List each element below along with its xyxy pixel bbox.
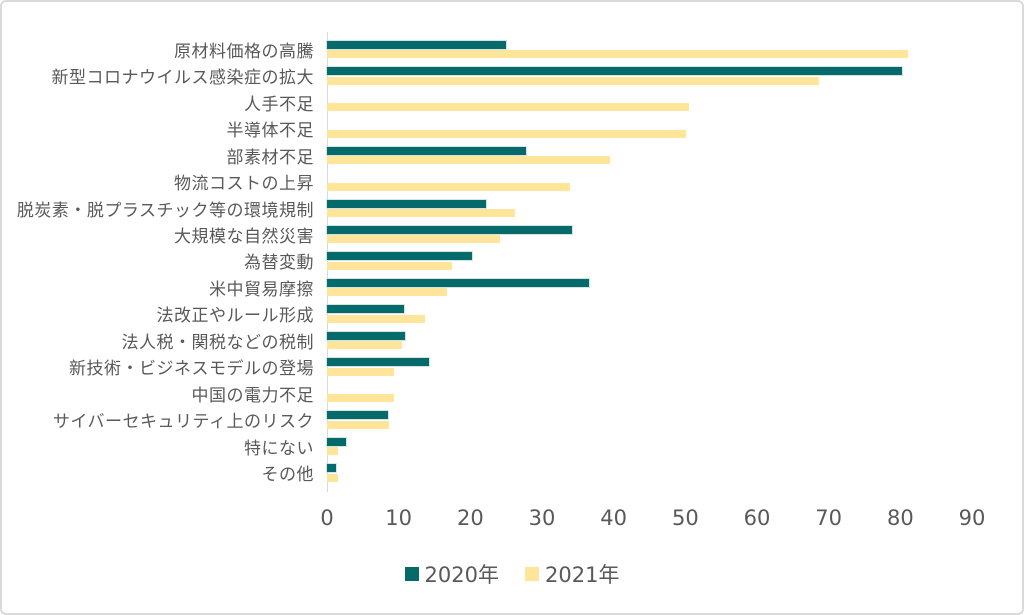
x-tick-label: 80: [886, 506, 914, 530]
bar-2021: [327, 447, 338, 456]
category-label: 米中貿易摩擦: [209, 279, 314, 300]
bar-2020: [327, 411, 388, 420]
category-label: 半導体不足: [226, 121, 314, 142]
bar-2021: [327, 182, 570, 191]
legend-swatch-icon: [525, 567, 539, 581]
bar-2020: [327, 331, 406, 340]
bar-2021: [327, 103, 689, 112]
bar-2021: [327, 314, 426, 323]
x-tick-label: 90: [958, 506, 986, 530]
bar-2021: [327, 50, 908, 59]
category-label: 部素材不足: [226, 147, 314, 168]
category-label: 中国の電力不足: [191, 385, 314, 406]
category-label: 原材料価格の高騰: [174, 41, 314, 62]
bar-2020: [327, 67, 902, 76]
bar-2020: [327, 305, 405, 314]
x-tick-label: 40: [600, 506, 628, 530]
bar-2020: [327, 252, 473, 261]
category-label: 物流コストの上昇: [174, 174, 314, 195]
legend-swatch-icon: [404, 567, 419, 581]
bar-2021: [327, 420, 390, 429]
x-tick-label: 30: [528, 506, 556, 530]
bar-2020: [327, 199, 487, 208]
bar-2021: [327, 129, 687, 138]
bar-2021: [327, 394, 395, 403]
x-tick-label: 20: [456, 506, 484, 530]
bar-2020: [327, 437, 347, 446]
x-tick-label: 0: [320, 506, 334, 530]
category-label: 新技術・ビジネスモデルの登場: [69, 359, 314, 380]
category-label: その他: [261, 465, 314, 486]
category-label: 人手不足: [244, 94, 314, 115]
category-label: 新型コロナウイルス感染症の拡大: [51, 68, 314, 89]
bar-2021: [327, 209, 516, 218]
bar-2020: [327, 278, 590, 287]
x-tick-label: 70: [815, 506, 843, 530]
bar-2020: [327, 225, 573, 234]
category-label: 法人税・関税などの税制: [121, 332, 314, 353]
x-tick-label: 60: [743, 506, 771, 530]
category-label: サイバーセキュリティ上のリスク: [52, 412, 314, 433]
legend-item-2021: 2021年: [525, 559, 619, 589]
bar-2021: [327, 367, 394, 376]
bar-2021: [327, 76, 819, 85]
legend-label: 2021年: [545, 563, 620, 587]
category-label: 法改正やルール形成: [156, 306, 314, 327]
bar-2020: [327, 146, 526, 155]
bar-2021: [327, 261, 452, 270]
bar-2021: [327, 235, 500, 244]
bar-2021: [327, 156, 611, 165]
bar-2020: [327, 358, 430, 367]
legend-label: 2020年: [424, 563, 499, 587]
legend-item-2020: 2020年: [404, 559, 499, 589]
bar-2021: [327, 473, 338, 482]
category-label: 特にない: [244, 438, 314, 459]
legend: 2020年 2021年: [2, 559, 1022, 589]
bar-2021: [327, 341, 402, 350]
bar-2020: [327, 40, 507, 49]
bar-2021: [327, 288, 447, 297]
category-label: 大規模な自然災害: [174, 227, 314, 248]
bar-2020: [327, 464, 336, 473]
x-tick-label: 50: [671, 506, 699, 530]
category-label: 脱炭素・脱プラスチック等の環境規制: [16, 200, 314, 221]
x-tick-label: 10: [385, 506, 413, 530]
category-label: 為替変動: [244, 253, 314, 274]
